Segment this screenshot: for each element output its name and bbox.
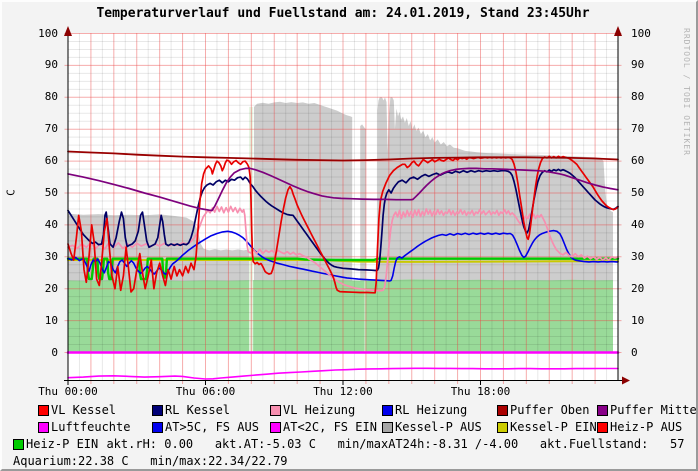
y-tick-label-left: 0	[51, 345, 58, 359]
y-tick-label-left: 20	[44, 281, 58, 295]
y-tick-label-left: 70	[44, 122, 58, 136]
y-tick-label-right: 0	[631, 345, 638, 359]
legend-swatch-rl-heizung	[382, 405, 393, 416]
legend-swatch-at-5c-fs-aus	[152, 422, 163, 433]
y-axis-arrow-left	[64, 26, 72, 36]
y-tick-label-left: 10	[44, 313, 58, 327]
legend-label: Luftfeuchte	[51, 420, 131, 434]
y-tick-label-right: 100	[631, 26, 651, 40]
legend-swatch-heiz-p-ein	[13, 439, 24, 450]
y-tick-label-left: 80	[44, 90, 58, 104]
x-tick-label: Thu 12:00	[313, 385, 373, 398]
legend-label: Heiz-P EIN	[26, 437, 99, 451]
y-tick-label-left: 60	[44, 154, 58, 168]
series-puffer-oben	[67, 150, 619, 162]
y-tick-label-right: 20	[631, 281, 645, 295]
rrdtool-watermark: RRDTOOL / TOBI OETIKER	[682, 28, 691, 156]
x-tick-label: Thu 00:00	[38, 385, 98, 398]
y-tick-label-left: 30	[44, 249, 58, 263]
legend-swatch-kessel-p-ein	[497, 422, 508, 433]
series-rl-kessel	[67, 168, 619, 272]
legend-stats-text: Aquarium:22.38 C min/max:22.34/22.79	[13, 454, 288, 468]
legend-swatch-kessel-p-aus	[382, 422, 393, 433]
legend-label: Heiz-P AUS	[610, 420, 683, 434]
legend-swatch-vl-heizung	[270, 405, 281, 416]
legend-label: VL Kessel	[51, 403, 117, 417]
legend-label: VL Heizung	[283, 403, 356, 417]
y-tick-label-left: 100	[38, 26, 58, 40]
legend-swatch-puffer-mitte	[597, 405, 608, 416]
legend-label: Puffer Oben	[510, 403, 590, 417]
legend-label: Puffer Mitte	[610, 403, 697, 417]
legend-swatch-vl-kessel	[38, 405, 49, 416]
x-tick-label: Thu 06:00	[175, 385, 236, 398]
legend-stats-text: akt.rH: 0.00 akt.AT:-5.03 C min/maxAT24h…	[92, 437, 685, 451]
x-tick-label: Thu 18:00	[450, 385, 511, 398]
y-tick-label-right: 80	[631, 90, 645, 104]
y-tick-label-left: 40	[44, 217, 58, 231]
legend-label: Kessel-P EIN	[510, 420, 597, 434]
y-tick-label-right: 60	[631, 154, 645, 168]
y-tick-label-right: 90	[631, 58, 645, 72]
y-tick-label-right: 10	[631, 313, 645, 327]
series-heiz-p-ein	[66, 257, 620, 281]
legend-label: Kessel-P AUS	[395, 420, 482, 434]
legend-swatch-luftfeuchte	[38, 422, 49, 433]
y-tick-label-right: 30	[631, 249, 645, 263]
legend-swatch-at-2c-fs-ein	[270, 422, 281, 433]
y-tick-label-right: 70	[631, 122, 645, 136]
legend-swatch-puffer-oben	[497, 405, 508, 416]
legend-swatch-heiz-p-aus	[597, 422, 608, 433]
chart-title: Temperaturverlauf und Fuellstand am: 24.…	[96, 6, 590, 21]
y-tick-label-right: 50	[631, 186, 645, 199]
legend-label: RL Heizung	[395, 403, 468, 417]
legend-swatch-rl-kessel	[152, 405, 163, 416]
y-tick-label-left: 50	[44, 186, 58, 199]
y-axis-arrow-right	[614, 26, 622, 36]
series-vl-heizung	[67, 205, 619, 292]
legend-label: RL Kessel	[165, 403, 231, 417]
y-tick-label-right: 40	[631, 217, 645, 231]
series-at-2c-fs-ein	[67, 367, 619, 380]
series-vl-kessel	[67, 155, 619, 294]
area-heiz-p-ein	[68, 279, 613, 353]
series-puffer-mitte	[67, 167, 619, 212]
pump-gap-marker	[364, 280, 366, 353]
legend-label: AT<2C, FS EIN	[283, 420, 377, 434]
x-axis-arrow	[622, 376, 630, 385]
legend-label: AT>5C, FS AUS	[165, 420, 259, 434]
y-tick-label-left: 90	[44, 58, 58, 72]
